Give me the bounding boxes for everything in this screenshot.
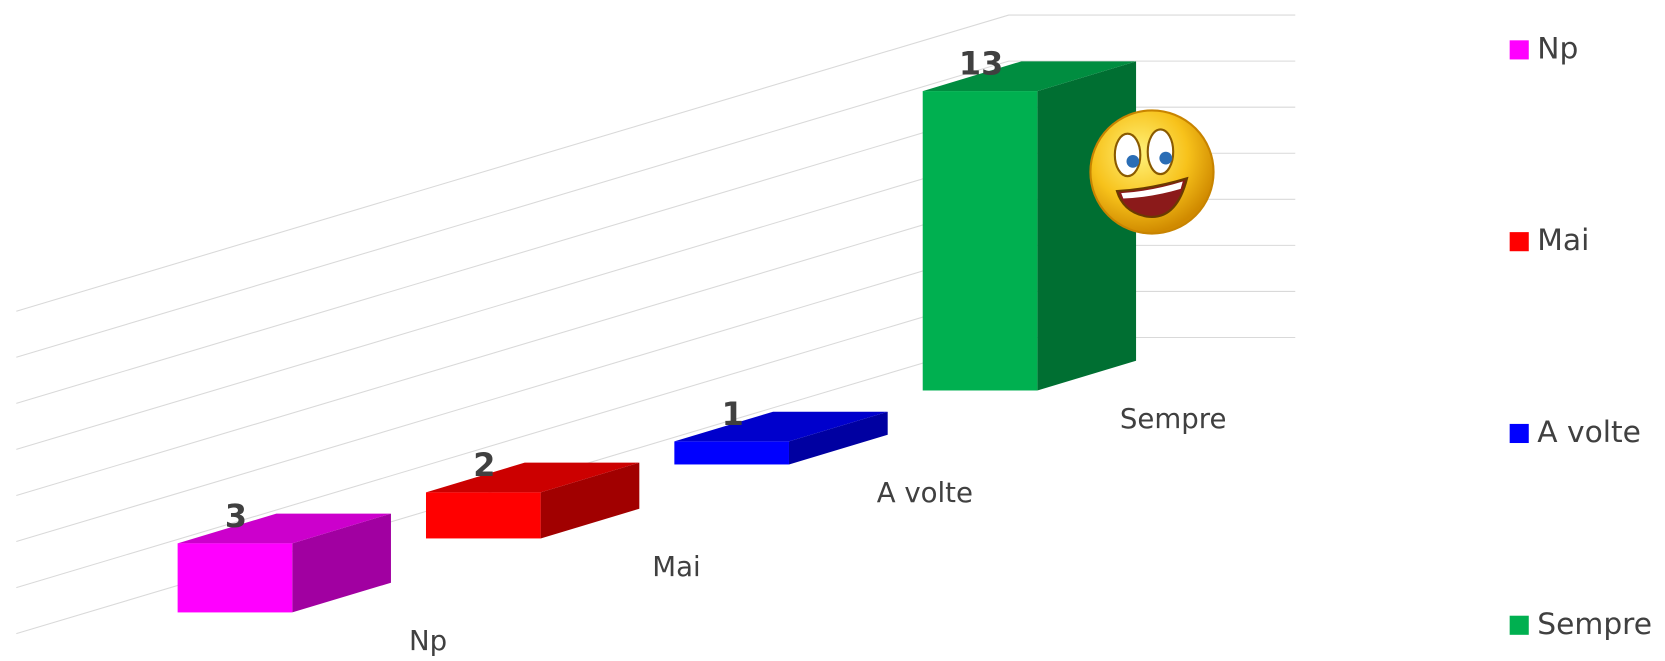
- legend: Np Mai A volte Sempre: [1509, 31, 1652, 642]
- bar-top: [674, 411, 888, 442]
- legend-label: A volte: [1537, 415, 1641, 450]
- data-label: 13: [959, 45, 1003, 83]
- legend-swatch: [1509, 40, 1529, 60]
- legend-swatch: [1509, 423, 1529, 444]
- data-label: 1: [722, 395, 744, 433]
- bar: [177, 543, 293, 613]
- x-tick-label: Mai: [652, 550, 700, 583]
- legend-swatch: [1509, 232, 1529, 252]
- bar-side: [292, 513, 391, 613]
- bar: [922, 91, 1038, 391]
- grid-line: [16, 14, 1296, 312]
- x-tick-label: Np: [409, 624, 447, 657]
- legend-label: Np: [1537, 31, 1578, 66]
- bar-top: [922, 61, 1137, 92]
- bar-top: [177, 513, 391, 544]
- data-label: 2: [473, 446, 495, 484]
- x-tick-label: Sempre: [1120, 402, 1227, 435]
- data-label: 3: [225, 497, 247, 535]
- grid-line: [16, 60, 1296, 358]
- bar-side: [788, 411, 888, 465]
- bar: [425, 492, 541, 539]
- legend-label: Mai: [1537, 223, 1589, 258]
- legend-label: Sempre: [1537, 607, 1652, 642]
- bar-top: [425, 462, 640, 493]
- x-tick-label: A volte: [877, 476, 973, 509]
- smiley-icon: [1089, 109, 1215, 235]
- bars: 3 Np 2 Mai 1 A volte 13 Sempre: [177, 45, 1227, 657]
- bar-side: [540, 462, 640, 539]
- legend-swatch: [1509, 615, 1529, 635]
- bar: [674, 441, 789, 465]
